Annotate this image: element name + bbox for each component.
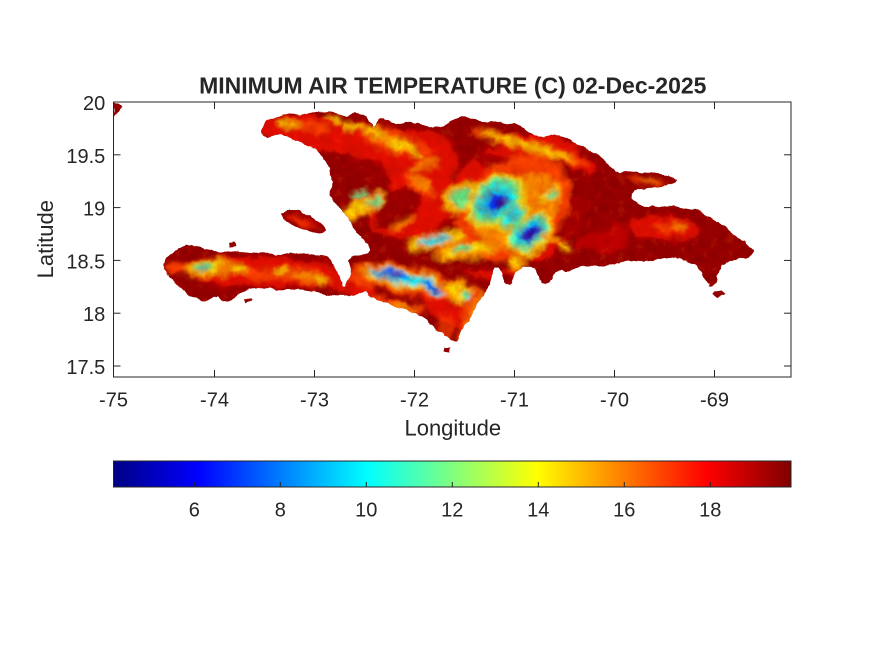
svg-text:6: 6 <box>189 500 200 522</box>
svg-text:-73: -73 <box>300 390 329 412</box>
svg-text:16: 16 <box>613 500 635 522</box>
svg-text:19.5: 19.5 <box>66 146 105 168</box>
svg-text:-70: -70 <box>600 390 629 412</box>
svg-text:14: 14 <box>527 500 549 522</box>
svg-text:Longitude: Longitude <box>404 416 501 441</box>
svg-text:-75: -75 <box>99 390 128 412</box>
svg-text:10: 10 <box>355 500 377 522</box>
svg-text:19: 19 <box>83 199 105 221</box>
svg-text:12: 12 <box>441 500 463 522</box>
svg-text:18.5: 18.5 <box>66 251 105 273</box>
svg-text:-72: -72 <box>400 390 429 412</box>
svg-text:-71: -71 <box>500 390 529 412</box>
svg-text:18: 18 <box>699 500 721 522</box>
svg-text:8: 8 <box>275 500 286 522</box>
svg-text:18: 18 <box>83 304 105 326</box>
svg-text:MINIMUM AIR TEMPERATURE (C) 02: MINIMUM AIR TEMPERATURE (C) 02-Dec-2025 <box>199 73 707 99</box>
svg-text:17.5: 17.5 <box>66 357 105 379</box>
svg-text:-74: -74 <box>200 390 229 412</box>
svg-text:20: 20 <box>83 93 105 115</box>
svg-text:-69: -69 <box>700 390 729 412</box>
svg-text:Latitude: Latitude <box>33 200 58 278</box>
